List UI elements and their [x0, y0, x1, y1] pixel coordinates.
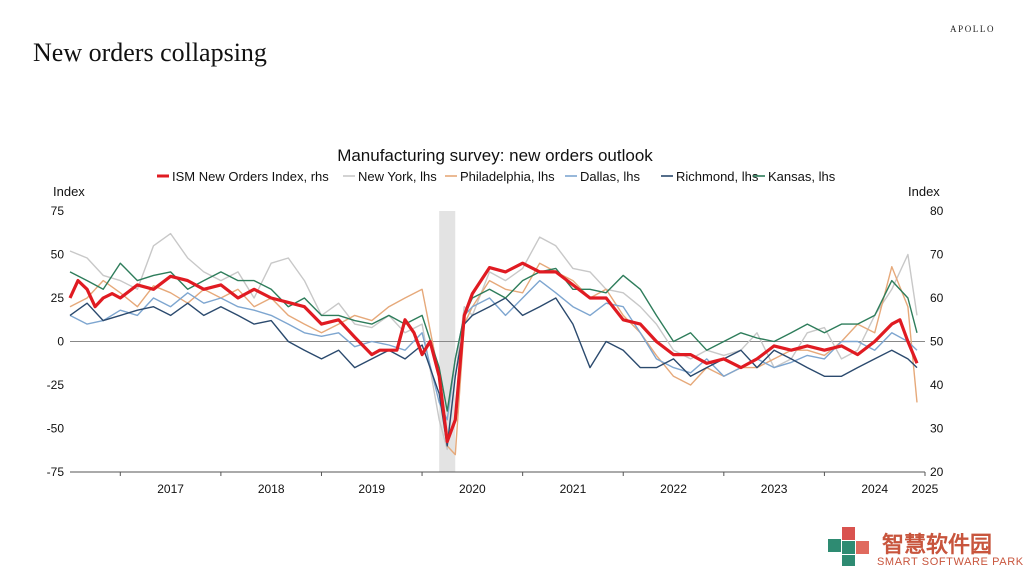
y-right-tick-label: 70	[930, 248, 944, 262]
y-left-tick-label: -25	[47, 378, 65, 392]
x-tick-label: 2024	[861, 482, 888, 496]
legend-label: Kansas, lhs	[768, 169, 836, 184]
series-line-dallas	[69, 279, 918, 421]
page-title: New orders collapsing	[33, 38, 267, 67]
series-line-kansas	[69, 262, 918, 412]
legend-label: ISM New Orders Index, rhs	[172, 169, 329, 184]
chart-series	[68, 232, 919, 456]
brand-logo-text: APOLLO	[950, 24, 996, 34]
y-right-tick-label: 50	[930, 335, 944, 349]
y-right-tick-label: 30	[930, 422, 944, 436]
chart-axes: 75 50 25 0 -25 -50 -75 80 70 60 50 40 30 20 2017 2018 20…	[47, 204, 944, 496]
x-tick-label: 2019	[358, 482, 385, 496]
legend-label: Philadelphia, lhs	[460, 169, 555, 184]
y-left-tick-label: 50	[51, 248, 65, 262]
series-line-richmond	[69, 297, 918, 447]
x-tick-label: 2020	[459, 482, 486, 496]
y-left-tick-label: 0	[57, 335, 64, 349]
legend-label: New York, lhs	[358, 169, 437, 184]
y-left-tick-label: 75	[51, 204, 65, 218]
y-left-axis-label: Index	[53, 184, 85, 199]
legend-label: Richmond, lhs	[676, 169, 759, 184]
watermark-english-text: SMART SOFTWARE PARK	[877, 556, 1024, 568]
x-tick-label: 2017	[157, 482, 184, 496]
x-tick-label: 2018	[258, 482, 285, 496]
x-tick-label: 2025	[912, 482, 939, 496]
y-right-tick-label: 60	[930, 291, 944, 305]
chart-title: Manufacturing survey: new orders outlook	[337, 146, 653, 165]
x-tick-label: 2022	[660, 482, 687, 496]
y-left-tick-label: -75	[47, 465, 65, 479]
y-left-tick-label: -50	[47, 422, 65, 436]
watermark: 智慧软件园 SMART SOFTWARE PARK	[828, 527, 1023, 571]
y-right-tick-label: 20	[930, 465, 944, 479]
y-right-tick-label: 80	[930, 204, 944, 218]
legend-label: Dallas, lhs	[580, 169, 640, 184]
watermark-chinese-text: 智慧软件园	[882, 533, 993, 558]
y-right-tick-label: 40	[930, 378, 944, 392]
chart-legend: ISM New Orders Index, rhs New York, lhs Ph…	[157, 169, 836, 184]
series-line-ism-new-orders-index	[68, 261, 919, 444]
x-tick-label: 2023	[761, 482, 788, 496]
x-tick-label: 2021	[560, 482, 587, 496]
watermark-logo-icon	[828, 527, 872, 567]
y-right-axis-label: Index	[908, 184, 940, 199]
y-left-tick-label: 25	[51, 291, 65, 305]
